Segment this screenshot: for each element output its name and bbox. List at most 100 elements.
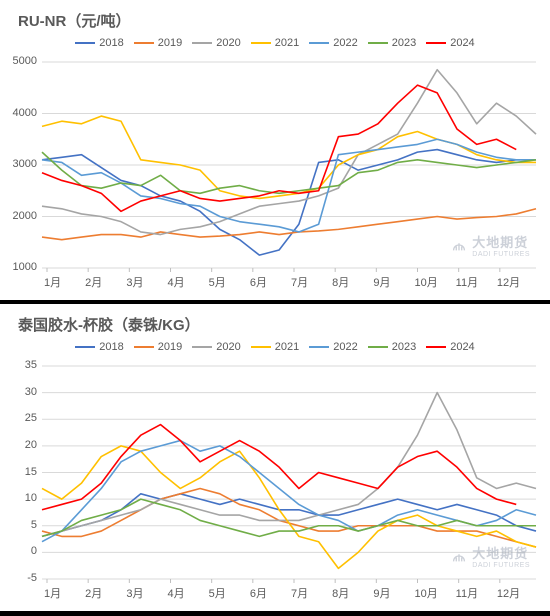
legend-swatch [134,346,154,349]
series-2019 [42,488,536,547]
legend-item-2024: 2024 [426,341,474,353]
series-2018 [42,494,536,537]
legend-item-2020: 2020 [192,37,240,49]
watermark-text: 大地期货 [472,543,530,562]
series-2018 [42,150,536,256]
series-2019 [42,209,536,240]
legend: 2018 2019 2020 2021 2022 2023 2024 [0,339,550,359]
x-tick-label: 1月 [44,274,61,290]
x-tick-label: 10月 [415,274,438,290]
x-tick-label: 5月 [209,274,226,290]
y-tick-label: 5000 [13,55,37,67]
y-tick-label: 2000 [13,210,37,222]
y-tick-label: 30 [25,386,37,398]
legend-label: 2020 [216,37,240,49]
legend-item-2022: 2022 [309,37,357,49]
x-tick-label: 6月 [250,274,267,290]
series-2024 [42,85,516,211]
y-tick-label: 0 [31,545,37,557]
legend-label: 2021 [275,341,299,353]
series-2022 [42,441,536,542]
legend-label: 2019 [158,37,182,49]
watermark-icon [450,547,468,565]
legend-label: 2020 [216,341,240,353]
legend-label: 2022 [333,341,357,353]
watermark: 大地期货DADI FUTURES [450,232,530,258]
legend-item-2020: 2020 [192,341,240,353]
legend-item-2018: 2018 [75,341,123,353]
y-tick-label: 3000 [13,158,37,170]
legend-label: 2024 [450,37,474,49]
legend-label: 2018 [99,37,123,49]
legend-item-2018: 2018 [75,37,123,49]
y-tick-label: 10 [25,492,37,504]
x-tick-label: 6月 [250,585,267,601]
legend-item-2021: 2021 [251,37,299,49]
x-tick-label: 12月 [497,585,520,601]
x-tick-label: 11月 [456,274,478,290]
x-tick-label: 9月 [373,274,390,290]
legend-label: 2023 [392,341,416,353]
x-tick-label: 3月 [126,274,143,290]
x-tick-label: 11月 [456,585,478,601]
legend-swatch [309,42,329,45]
legend-swatch [134,42,154,45]
watermark: 大地期货DADI FUTURES [450,543,530,569]
y-tick-label: 20 [25,439,37,451]
chart-0: RU-NR（元/吨） 2018 2019 2020 2021 2022 2023 2024 10… [0,0,550,300]
legend-swatch [426,42,446,45]
watermark-icon [450,236,468,254]
series-2020 [42,393,536,537]
legend-item-2019: 2019 [134,341,182,353]
x-tick-label: 8月 [332,274,349,290]
legend-label: 2022 [333,37,357,49]
legend-swatch [368,346,388,349]
watermark-text: 大地期货 [472,232,530,251]
y-tick-label: 25 [25,412,37,424]
x-tick-label: 7月 [291,585,308,601]
legend-swatch [192,346,212,349]
y-tick-label: 35 [25,359,37,371]
legend-item-2023: 2023 [368,37,416,49]
legend-swatch [75,42,95,45]
x-tick-label: 8月 [332,585,349,601]
legend-item-2022: 2022 [309,341,357,353]
legend-swatch [309,346,329,349]
legend-item-2021: 2021 [251,341,299,353]
series-2022 [42,139,536,232]
x-tick-label: 7月 [291,274,308,290]
legend-label: 2024 [450,341,474,353]
chart-title: RU-NR（元/吨） [0,0,550,35]
legend: 2018 2019 2020 2021 2022 2023 2024 [0,35,550,55]
chart-title: 泰国胶水-杯胶（泰铢/KG） [0,304,550,339]
series-2023 [42,152,536,193]
x-tick-label: 2月 [85,274,102,290]
legend-label: 2019 [158,341,182,353]
x-tick-label: 4月 [168,585,185,601]
legend-swatch [368,42,388,45]
legend-swatch [192,42,212,45]
watermark-subtext: DADI FUTURES [472,562,530,569]
x-tick-label: 2月 [85,585,102,601]
chart-1: 泰国胶水-杯胶（泰铢/KG）20182019202020212022202320… [0,304,550,611]
legend-item-2024: 2024 [426,37,474,49]
x-tick-label: 3月 [126,585,143,601]
legend-label: 2021 [275,37,299,49]
legend-swatch [75,346,95,349]
legend-label: 2023 [392,37,416,49]
legend-label: 2018 [99,341,123,353]
series-2023 [42,499,536,536]
x-tick-label: 5月 [209,585,226,601]
x-tick-label: 12月 [497,274,520,290]
y-tick-label: 15 [25,466,37,478]
series-2024 [42,425,516,510]
legend-swatch [251,346,271,349]
series-2020 [42,70,536,235]
x-tick-label: 10月 [415,585,438,601]
y-tick-label: 4000 [13,107,37,119]
legend-item-2023: 2023 [368,341,416,353]
legend-item-2019: 2019 [134,37,182,49]
x-tick-label: 1月 [44,585,61,601]
legend-swatch [426,346,446,349]
y-tick-label: 5 [31,519,37,531]
